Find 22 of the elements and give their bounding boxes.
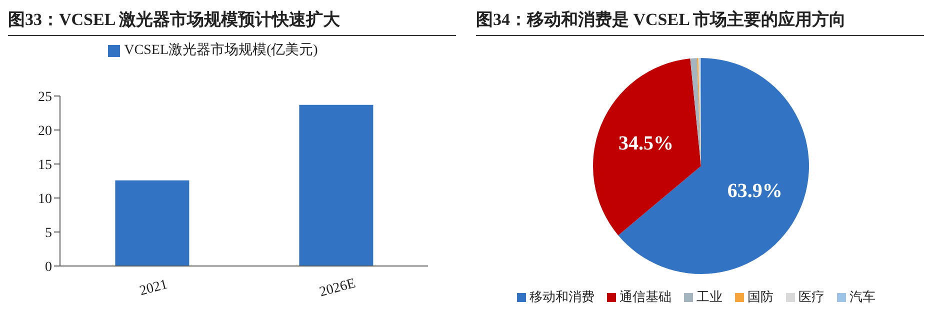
y-tick-label: 20 xyxy=(38,124,52,139)
legend-label: 移动和消费 xyxy=(530,288,594,306)
chart-title: 图33：VCSEL 激光器市场规模预计快速扩大 xyxy=(8,8,456,36)
legend-label: VCSEL激光器市场规模(亿美元) xyxy=(124,43,318,58)
y-tick-label: 10 xyxy=(38,192,52,207)
data-label: 63.9% xyxy=(727,180,782,202)
y-tick-label: 25 xyxy=(38,90,52,105)
legend-label: 汽车 xyxy=(850,288,876,306)
pie-slice xyxy=(593,58,701,236)
legend-label: 通信基础 xyxy=(620,288,672,306)
y-tick-label: 5 xyxy=(45,226,52,241)
x-tick-label: 2026E xyxy=(318,276,358,300)
x-tick-label: 2021 xyxy=(138,277,170,300)
pie-slice xyxy=(618,58,809,274)
legend-label: 医疗 xyxy=(798,288,824,306)
pie-slice xyxy=(690,58,701,166)
y-tick-label: 15 xyxy=(38,158,52,173)
chart-title: 图34：移动和消费是 VCSEL 市场主要的应用方向 xyxy=(476,8,924,36)
y-tick-label: 0 xyxy=(45,260,52,275)
legend-label: 工业 xyxy=(696,288,722,306)
legend-label: 国防 xyxy=(748,288,774,306)
data-label: 34.5% xyxy=(618,132,674,155)
